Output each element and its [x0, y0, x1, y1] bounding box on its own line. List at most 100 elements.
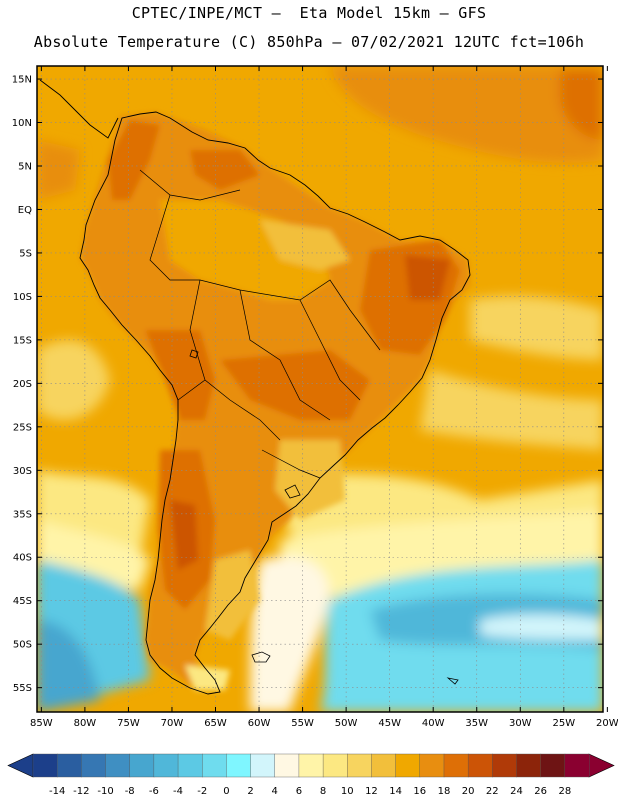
colorbar-swatch [129, 753, 155, 778]
lon-label: 40W [422, 718, 445, 729]
map-frame [36, 65, 604, 713]
colorbar-label: -4 [173, 786, 183, 797]
lon-label: 20W [596, 718, 618, 729]
lat-label: 30S [13, 466, 32, 477]
country-borders [139, 169, 381, 479]
lon-label: 75W [117, 718, 140, 729]
lat-label: 55S [13, 683, 32, 694]
lon-label: 50W [335, 718, 358, 729]
colorbar-left-arrow [7, 753, 34, 778]
colorbar-label: 20 [462, 786, 475, 797]
pacific-cool-patch [37, 340, 110, 420]
coastlines [39, 79, 471, 695]
colorbar-swatch [56, 753, 82, 778]
colorbar-label: 6 [296, 786, 302, 797]
lat-label: 10N [12, 118, 32, 129]
colorbar-label: 12 [365, 786, 378, 797]
colorbar-swatch [81, 753, 107, 778]
lat-label: 5S [19, 248, 32, 259]
lat-label: EQ [18, 205, 32, 216]
lat-label: 15S [13, 335, 32, 346]
colorbar-label: -6 [149, 786, 159, 797]
colorbar-label: 8 [320, 786, 326, 797]
colorbar-swatch [492, 753, 517, 778]
chaco-hot [220, 350, 370, 420]
colorbar-label: 24 [510, 786, 523, 797]
colorbar-swatch [371, 753, 397, 778]
colorbar-swatch [516, 753, 542, 778]
lon-label: 45W [378, 718, 401, 729]
lat-label: 25S [13, 422, 32, 433]
colorbar-swatch [202, 753, 227, 778]
atlantic-yellow-ne [470, 295, 603, 360]
lat-label: 15N [12, 75, 32, 86]
lat-label: 35S [13, 509, 32, 520]
colorbar-label: -12 [73, 786, 89, 797]
colorbar-label: 28 [558, 786, 571, 797]
north-atlantic-hot-core [560, 70, 603, 140]
colorbar-label: 18 [438, 786, 451, 797]
lon-label: 65W [204, 718, 227, 729]
colorbar-label: 16 [413, 786, 426, 797]
pacific-warm-west [37, 140, 80, 200]
colorbar-swatch [274, 753, 300, 778]
south-georgia [446, 677, 459, 685]
north-atlantic-warm-band [330, 66, 603, 163]
colorbar-label: 14 [389, 786, 402, 797]
lat-label: 50S [13, 640, 32, 651]
temperature-field [37, 66, 603, 712]
colorbar-swatch [32, 753, 58, 778]
colorbar-swatch [226, 753, 252, 778]
colorbar-label: -8 [125, 786, 135, 797]
colorbar-swatch [467, 753, 493, 778]
uruguay-yellow [275, 440, 345, 520]
lon-label: 60W [248, 718, 271, 729]
colorbar-swatch [250, 753, 276, 778]
lon-label: 30W [509, 718, 532, 729]
colorbar-swatch [153, 753, 179, 778]
falkland-islands [251, 651, 271, 663]
tierra-del-fuego-cool [185, 665, 230, 690]
colorbar-swatch [564, 753, 590, 778]
south-america-coastline [79, 111, 471, 695]
central-america-coast [39, 79, 119, 139]
colorbar-swatch [419, 753, 445, 778]
colorbar-swatch [298, 753, 324, 778]
colorbar-label: 2 [247, 786, 253, 797]
lon-label: 35W [465, 718, 488, 729]
atlantic-cream-tongue [250, 556, 330, 712]
andes-hot-north [108, 120, 160, 200]
lat-label: 10S [13, 292, 32, 303]
colorbar-swatch [395, 753, 421, 778]
colorbar-swatch [105, 753, 131, 778]
lon-label: 85W [30, 718, 53, 729]
lat-label: 5N [18, 161, 32, 172]
northeast-hot-core [405, 255, 450, 300]
lon-label: 80W [74, 718, 97, 729]
colorbar-swatch [177, 753, 203, 778]
longitude-axis: 85W 80W 75W 70W 65W 60W 55W 50W 45W 40W 35W 30W 25W 2… [30, 66, 618, 729]
chart-title-line1: CPTEC/INPE/MCT – Eta Model 15km – GFS [131, 4, 487, 22]
latitude-axis: 15N 10N 5N EQ 5S 10S 15S 20S 25S 30S 35S 40S 45S 50S 5… [12, 75, 603, 694]
venezuela-hot [190, 150, 260, 190]
amazon-yellow [260, 220, 350, 270]
colorbar-label: 26 [534, 786, 547, 797]
atlantic-pale-blue [480, 614, 603, 640]
lat-label: 45S [13, 596, 32, 607]
pacific-cold-core [37, 620, 100, 712]
colorbar-label: 22 [486, 786, 499, 797]
lat-label: 20S [13, 379, 32, 390]
patagonia-hot-core [170, 500, 198, 570]
lake-titicaca [189, 349, 199, 359]
lon-label: 70W [161, 718, 184, 729]
lat-label: 40S [13, 553, 32, 564]
lagoa-dos-patos [284, 484, 301, 499]
lon-label: 55W [291, 718, 314, 729]
colorbar-right-arrow [588, 753, 615, 778]
colorbar-swatch [347, 753, 372, 778]
colorbar-label: -10 [97, 786, 113, 797]
lon-label: 25W [553, 718, 576, 729]
colorbar-label: -2 [197, 786, 207, 797]
colorbar-swatch [443, 753, 469, 778]
